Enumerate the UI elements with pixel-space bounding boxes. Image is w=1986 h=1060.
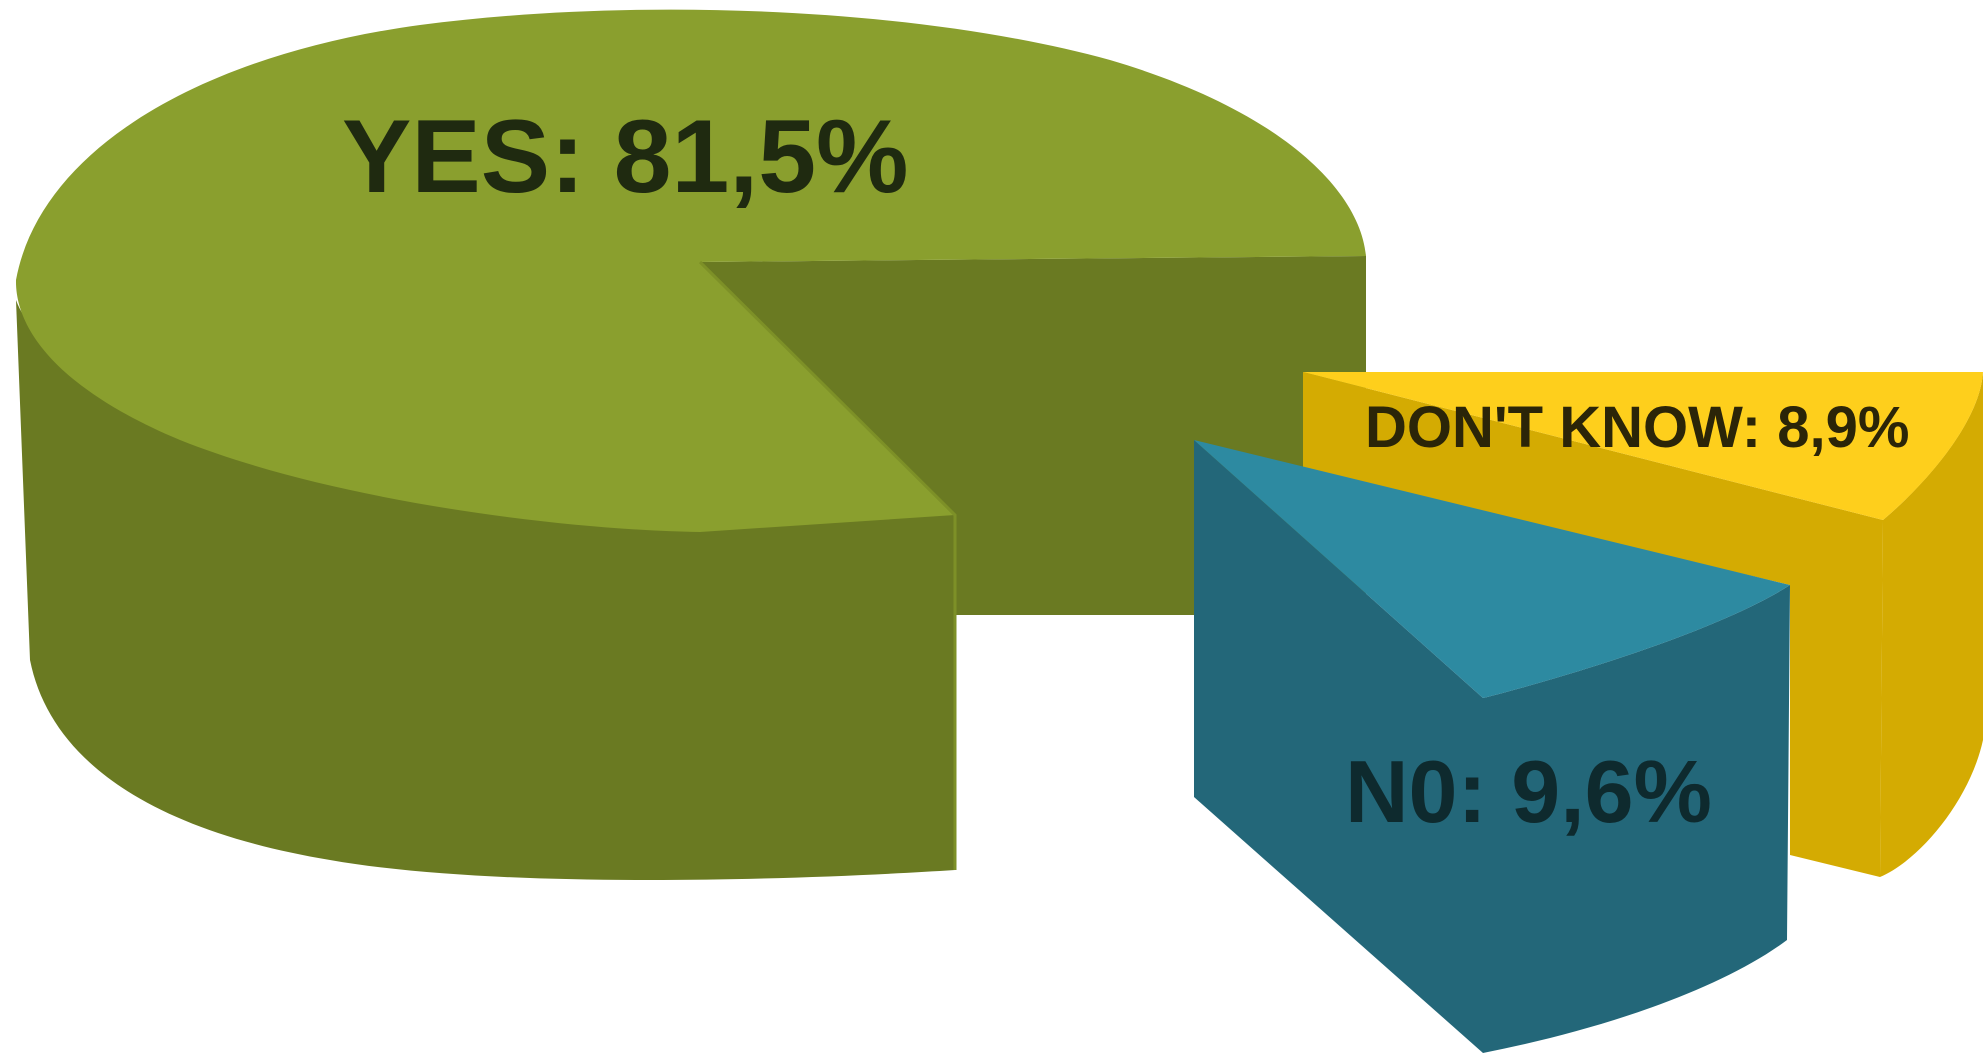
slice-dont-know-side-right — [1880, 372, 1983, 877]
slice-dont-know-top — [1303, 372, 1983, 520]
slice-no-side-left — [1194, 440, 1483, 1053]
slice-yes-side — [16, 300, 955, 880]
label-dont-know: DON'T KNOW: 8,9% — [1365, 395, 1909, 460]
slice-yes-top — [15, 9, 1366, 533]
slice-no-top — [1194, 440, 1790, 698]
label-no: N0: 9,6% — [1345, 742, 1712, 841]
slice-yes-edge — [698, 260, 957, 870]
label-yes: YES: 81,5% — [342, 99, 909, 215]
slice-no — [1194, 440, 1790, 1053]
slice-no-side-right — [1483, 585, 1790, 1053]
slice-dont-know — [1303, 372, 1983, 877]
slice-dont-know-side-left — [1303, 372, 1883, 877]
